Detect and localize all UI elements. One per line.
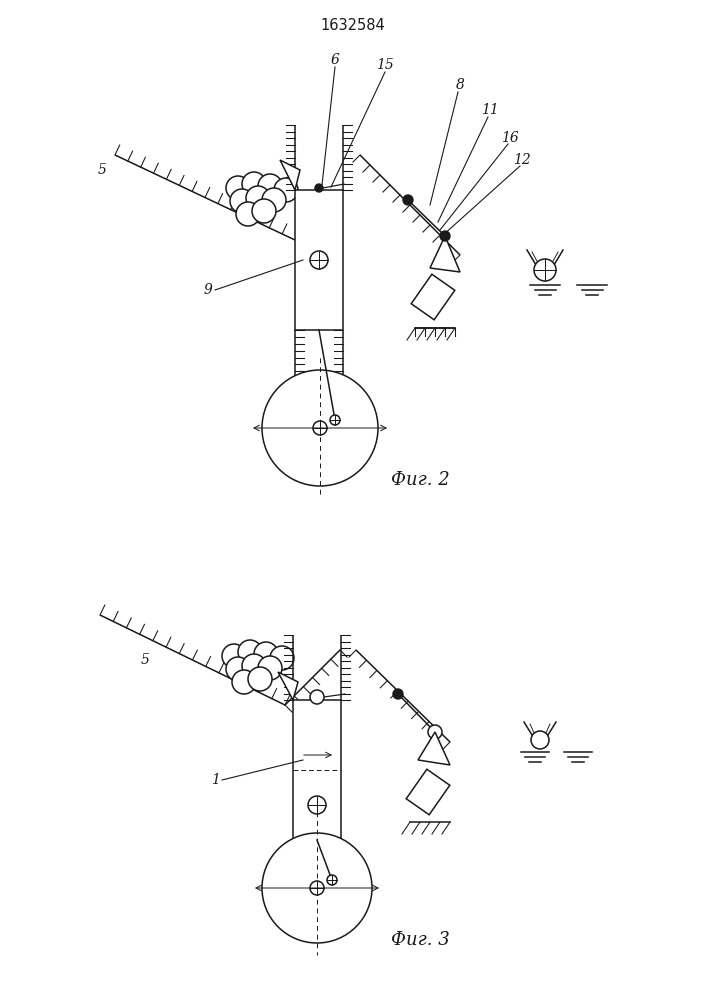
Circle shape <box>270 646 294 670</box>
Circle shape <box>531 731 549 749</box>
Polygon shape <box>278 672 298 700</box>
Circle shape <box>534 259 556 281</box>
Circle shape <box>393 689 403 699</box>
Circle shape <box>252 199 276 223</box>
Circle shape <box>327 875 337 885</box>
Circle shape <box>440 231 450 241</box>
Text: 11: 11 <box>481 103 499 117</box>
Circle shape <box>313 421 327 435</box>
Circle shape <box>242 172 266 196</box>
Circle shape <box>262 188 286 212</box>
Circle shape <box>308 796 326 814</box>
Text: 1632584: 1632584 <box>321 18 385 33</box>
Polygon shape <box>280 160 300 190</box>
Text: 9: 9 <box>204 283 212 297</box>
Text: 15: 15 <box>376 58 394 72</box>
Circle shape <box>254 642 278 666</box>
Text: 16: 16 <box>501 131 519 145</box>
Polygon shape <box>418 732 450 765</box>
Circle shape <box>258 174 282 198</box>
Text: 6: 6 <box>331 53 339 67</box>
Circle shape <box>238 640 262 664</box>
Text: 8: 8 <box>455 78 464 92</box>
Circle shape <box>274 178 298 202</box>
Circle shape <box>262 370 378 486</box>
Polygon shape <box>407 769 450 815</box>
Bar <box>295 190 343 330</box>
Circle shape <box>315 184 323 192</box>
Text: Фиг. 2: Фиг. 2 <box>391 471 450 489</box>
Circle shape <box>258 656 282 680</box>
Circle shape <box>242 654 266 678</box>
Circle shape <box>246 186 270 210</box>
Circle shape <box>248 667 272 691</box>
Text: 5: 5 <box>98 163 107 177</box>
Circle shape <box>236 202 260 226</box>
Text: 1: 1 <box>211 773 219 787</box>
Circle shape <box>226 176 250 200</box>
Polygon shape <box>430 236 460 272</box>
Circle shape <box>310 881 324 895</box>
Circle shape <box>226 657 250 681</box>
Circle shape <box>230 189 254 213</box>
Circle shape <box>330 415 340 425</box>
Circle shape <box>262 833 372 943</box>
Circle shape <box>403 195 413 205</box>
Text: Фиг. 3: Фиг. 3 <box>391 931 450 949</box>
Text: 12: 12 <box>513 153 531 167</box>
Polygon shape <box>411 274 455 320</box>
Circle shape <box>232 670 256 694</box>
Bar <box>293 700 341 840</box>
Circle shape <box>428 725 442 739</box>
Text: 5: 5 <box>141 653 149 667</box>
Circle shape <box>310 251 328 269</box>
Circle shape <box>310 690 324 704</box>
Circle shape <box>222 644 246 668</box>
